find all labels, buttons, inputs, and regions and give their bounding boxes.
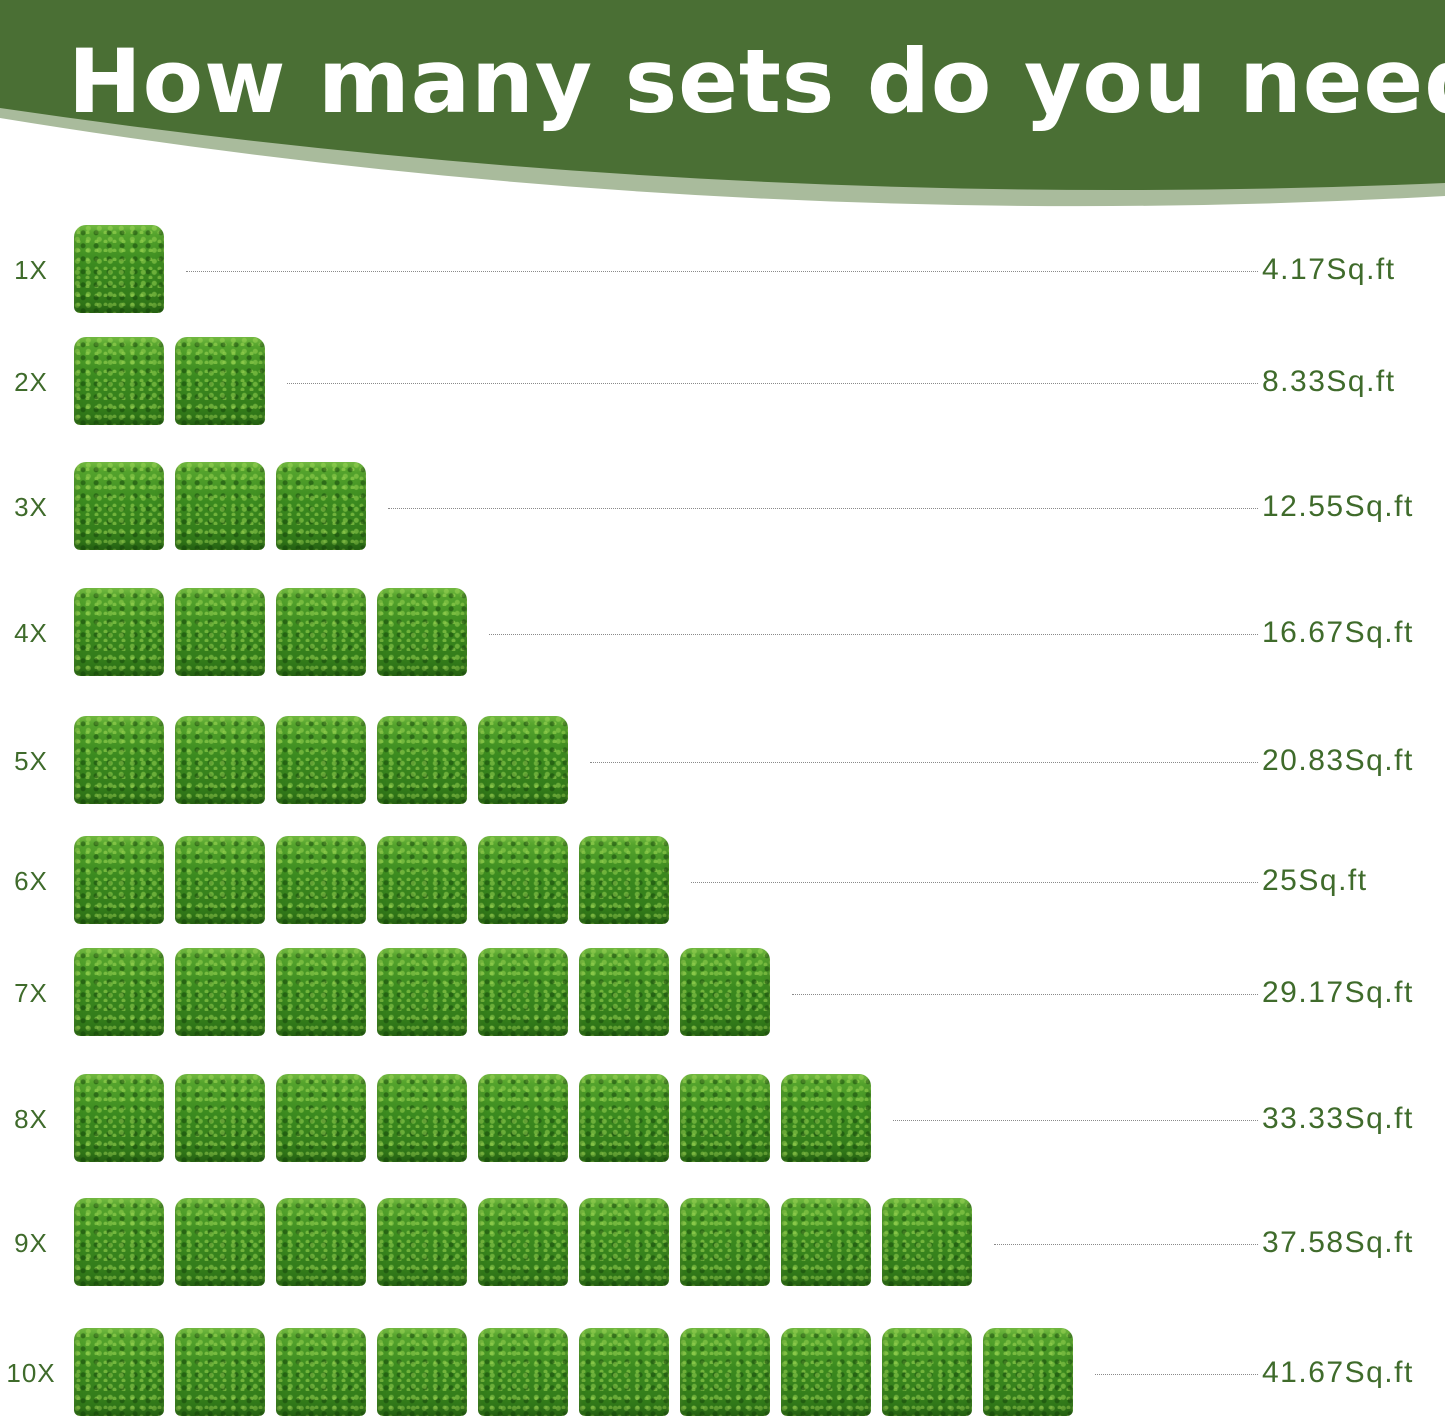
hedge-panel-icon <box>175 716 265 804</box>
dotted-leader <box>1095 1374 1258 1375</box>
hedge-panel-icon <box>276 716 366 804</box>
hedge-panel-icon <box>579 1074 669 1162</box>
coverage-value: 4.17Sq.ft <box>1262 253 1396 286</box>
dotted-leader <box>691 882 1258 883</box>
hedge-panel-icon <box>377 716 467 804</box>
hedge-panel-icon <box>579 1328 669 1416</box>
hedge-panel-icon <box>276 1328 366 1416</box>
set-row: 9X 37.58Sq.ft <box>0 1198 1445 1288</box>
hedge-panel-icon <box>478 716 568 804</box>
hedge-panel-icon <box>579 836 669 924</box>
hedge-panel-icon <box>579 1198 669 1286</box>
hedge-panel-icon <box>882 1328 972 1416</box>
coverage-value: 12.55Sq.ft <box>1262 490 1414 523</box>
hedge-panel-icon <box>781 1198 871 1286</box>
set-row: 2X 8.33Sq.ft <box>0 337 1445 427</box>
set-row: 7X 29.17Sq.ft <box>0 948 1445 1038</box>
hedge-panel-icon <box>276 1074 366 1162</box>
hedge-panel-icon <box>74 1328 164 1416</box>
set-row: 5X 20.83Sq.ft <box>0 716 1445 806</box>
row-label: 4X <box>14 618 48 648</box>
hedge-panel-icon <box>377 1074 467 1162</box>
coverage-value: 33.33Sq.ft <box>1262 1102 1414 1135</box>
hedge-panel-icon <box>74 337 164 425</box>
hedge-panel-icon <box>478 836 568 924</box>
hedge-panel-icon <box>680 1328 770 1416</box>
hedge-panel-icon <box>579 948 669 1036</box>
coverage-value: 20.83Sq.ft <box>1262 744 1414 777</box>
hedge-panel-icon <box>175 1074 265 1162</box>
hedge-panel-icon <box>377 836 467 924</box>
coverage-value: 8.33Sq.ft <box>1262 365 1396 398</box>
hedge-panel-icon <box>377 1328 467 1416</box>
dotted-leader <box>287 383 1258 384</box>
hedge-panel-icon <box>276 1198 366 1286</box>
set-row: 3X 12.55Sq.ft <box>0 462 1445 552</box>
hedge-panel-icon <box>377 1198 467 1286</box>
page-title: How many sets do you need <box>68 30 1445 133</box>
dotted-leader <box>994 1244 1258 1245</box>
hedge-panel-icon <box>74 836 164 924</box>
hedge-panel-icon <box>175 462 265 550</box>
dotted-leader <box>590 762 1258 763</box>
hedge-panel-icon <box>478 948 568 1036</box>
hedge-panel-icon <box>781 1074 871 1162</box>
row-label: 8X <box>14 1104 48 1134</box>
hedge-panel-icon <box>478 1074 568 1162</box>
hedge-panel-icon <box>478 1198 568 1286</box>
hedge-panel-icon <box>276 588 366 676</box>
hedge-panel-icon <box>74 1198 164 1286</box>
hedge-panel-icon <box>680 948 770 1036</box>
set-row: 10X 41.67Sq.ft <box>0 1328 1445 1418</box>
header-banner <box>0 0 1445 230</box>
hedge-panel-icon <box>276 948 366 1036</box>
coverage-value: 41.67Sq.ft <box>1262 1356 1414 1389</box>
hedge-panel-icon <box>882 1198 972 1286</box>
hedge-panel-icon <box>74 716 164 804</box>
row-label: 5X <box>14 746 48 776</box>
hedge-panel-icon <box>175 836 265 924</box>
hedge-panel-icon <box>74 948 164 1036</box>
dotted-leader <box>186 271 1258 272</box>
hedge-panel-icon <box>74 462 164 550</box>
coverage-value: 37.58Sq.ft <box>1262 1226 1414 1259</box>
row-label: 7X <box>14 978 48 1008</box>
row-label: 1X <box>14 255 48 285</box>
dotted-leader <box>792 994 1258 995</box>
hedge-panel-icon <box>680 1198 770 1286</box>
dotted-leader <box>489 634 1258 635</box>
hedge-panel-icon <box>74 1074 164 1162</box>
hedge-panel-icon <box>175 337 265 425</box>
hedge-panel-icon <box>175 1328 265 1416</box>
row-label: 9X <box>14 1228 48 1258</box>
row-label: 3X <box>14 492 48 522</box>
set-row: 1X 4.17Sq.ft <box>0 225 1445 315</box>
coverage-value: 25Sq.ft <box>1262 864 1368 897</box>
set-row: 6X 25Sq.ft <box>0 836 1445 926</box>
coverage-value: 16.67Sq.ft <box>1262 616 1414 649</box>
hedge-panel-icon <box>983 1328 1073 1416</box>
hedge-panel-icon <box>377 948 467 1036</box>
hedge-panel-icon <box>74 588 164 676</box>
hedge-panel-icon <box>781 1328 871 1416</box>
row-label: 10X <box>6 1358 56 1388</box>
dotted-leader <box>893 1120 1258 1121</box>
set-row: 8X 33.33Sq.ft <box>0 1074 1445 1164</box>
coverage-value: 29.17Sq.ft <box>1262 976 1414 1009</box>
set-row: 4X 16.67Sq.ft <box>0 588 1445 678</box>
hedge-panel-icon <box>175 1198 265 1286</box>
row-label: 2X <box>14 367 48 397</box>
row-label: 6X <box>14 866 48 896</box>
hedge-panel-icon <box>377 588 467 676</box>
dotted-leader <box>388 508 1258 509</box>
hedge-panel-icon <box>680 1074 770 1162</box>
hedge-panel-icon <box>175 948 265 1036</box>
hedge-panel-icon <box>175 588 265 676</box>
hedge-panel-icon <box>478 1328 568 1416</box>
hedge-panel-icon <box>276 836 366 924</box>
hedge-panel-icon <box>74 225 164 313</box>
banner-shape <box>0 0 1445 230</box>
hedge-panel-icon <box>276 462 366 550</box>
